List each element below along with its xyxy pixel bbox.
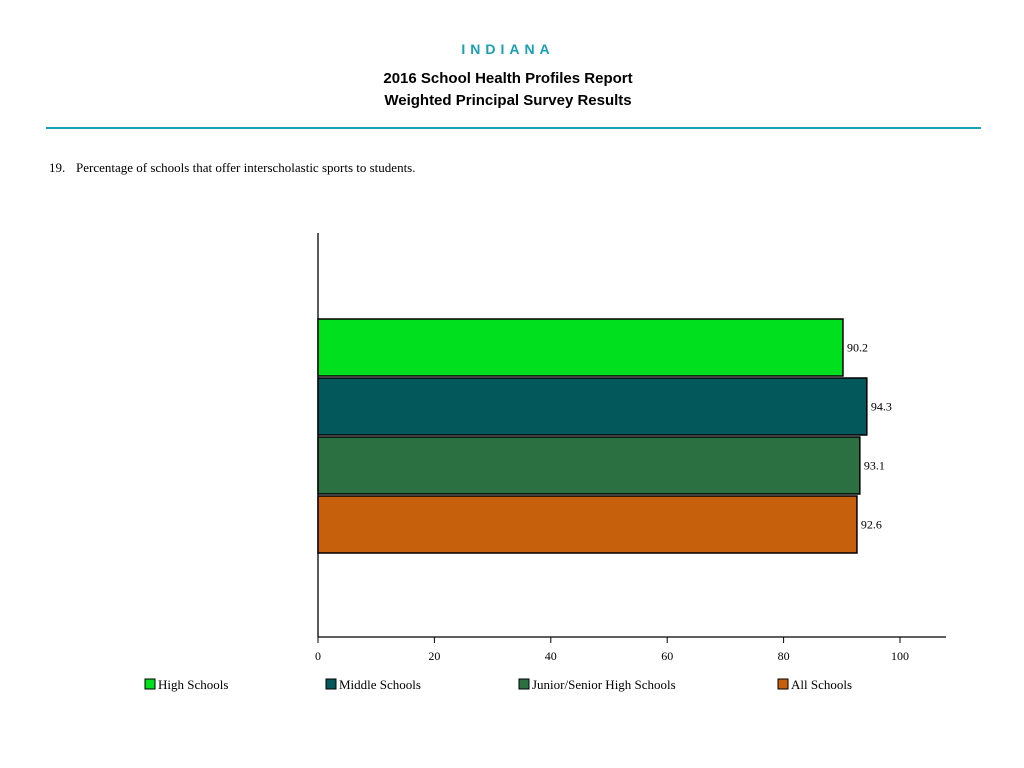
bar-value-label-3: 92.6 (861, 518, 882, 532)
header-divider (46, 127, 981, 129)
x-axis-ticks: 0 20 40 60 80 100 (315, 637, 909, 663)
legend-label-2: Junior/Senior High Schools (532, 677, 676, 692)
legend-swatch-3 (777, 678, 789, 690)
question-number: 19. (49, 160, 66, 175)
bar-value-label-1: 94.3 (871, 400, 892, 414)
chart-bars: 90.2 94.3 93.1 92.6 (317, 318, 892, 554)
x-tick-label-2: 40 (545, 649, 557, 663)
bar-3 (317, 495, 858, 554)
legend-swatch-1 (325, 678, 337, 690)
report-title: 2016 School Health Profiles Report (383, 70, 633, 87)
legend-label-1: Middle Schools (339, 677, 421, 692)
bar-2 (317, 436, 861, 495)
question: 19. Percentage of schools that offer inte… (49, 160, 416, 176)
state-name: INDIANA (461, 41, 555, 57)
bar-value-label-0: 90.2 (847, 341, 868, 355)
x-tick-label-3: 60 (661, 649, 673, 663)
x-tick-label-4: 80 (778, 649, 790, 663)
legend-swatch-2 (518, 678, 530, 690)
legend-swatch-0 (144, 678, 156, 690)
chart-legend: High Schools Middle Schools Junior/Senior … (144, 677, 852, 692)
report-subtitle: Weighted Principal Survey Results (384, 92, 632, 109)
question-text: Percentage of schools that offer intersc… (76, 160, 416, 175)
x-tick-label-1: 20 (428, 649, 440, 663)
bar-value-label-2: 93.1 (864, 459, 885, 473)
x-tick-label-5: 100 (891, 649, 909, 663)
legend-label-0: High Schools (158, 677, 228, 692)
x-tick-label-0: 0 (315, 649, 321, 663)
bar-0 (317, 318, 844, 377)
legend-label-3: All Schools (791, 677, 852, 692)
bar-1 (317, 377, 868, 436)
